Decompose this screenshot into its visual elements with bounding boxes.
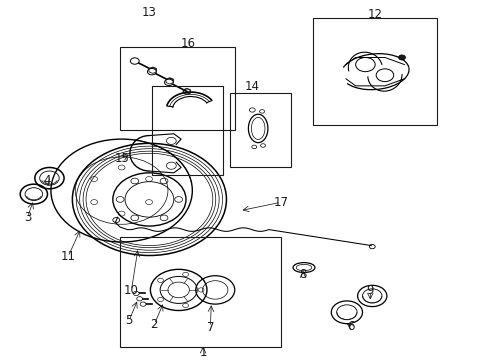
Text: 10: 10: [123, 284, 139, 297]
Circle shape: [130, 58, 139, 64]
Bar: [312, 18, 436, 125]
Bar: [152, 86, 222, 175]
Text: 15: 15: [114, 152, 129, 165]
Circle shape: [140, 302, 146, 306]
Text: 16: 16: [181, 37, 196, 50]
Text: 3: 3: [24, 211, 31, 224]
Circle shape: [398, 55, 405, 60]
Text: 12: 12: [367, 8, 382, 21]
Text: 9: 9: [366, 284, 373, 297]
Text: 13: 13: [142, 5, 157, 19]
Text: 7: 7: [206, 321, 214, 334]
Circle shape: [164, 79, 173, 86]
Text: 1: 1: [199, 346, 206, 359]
Bar: [120, 47, 234, 130]
Text: 6: 6: [346, 320, 354, 333]
Bar: [229, 93, 290, 167]
Bar: [120, 237, 281, 347]
Text: 2: 2: [150, 318, 158, 331]
Text: 8: 8: [299, 268, 306, 281]
Circle shape: [137, 297, 142, 301]
Text: 14: 14: [244, 80, 259, 93]
Text: 4: 4: [43, 175, 51, 188]
Text: 17: 17: [273, 196, 288, 209]
Text: 11: 11: [61, 251, 75, 264]
Circle shape: [147, 68, 156, 75]
Text: 5: 5: [125, 314, 132, 327]
Circle shape: [133, 291, 139, 296]
